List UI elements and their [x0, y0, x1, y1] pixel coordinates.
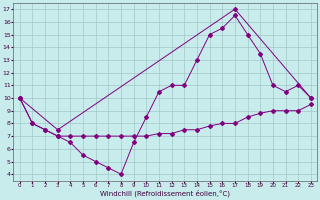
- X-axis label: Windchill (Refroidissement éolien,°C): Windchill (Refroidissement éolien,°C): [100, 190, 230, 197]
